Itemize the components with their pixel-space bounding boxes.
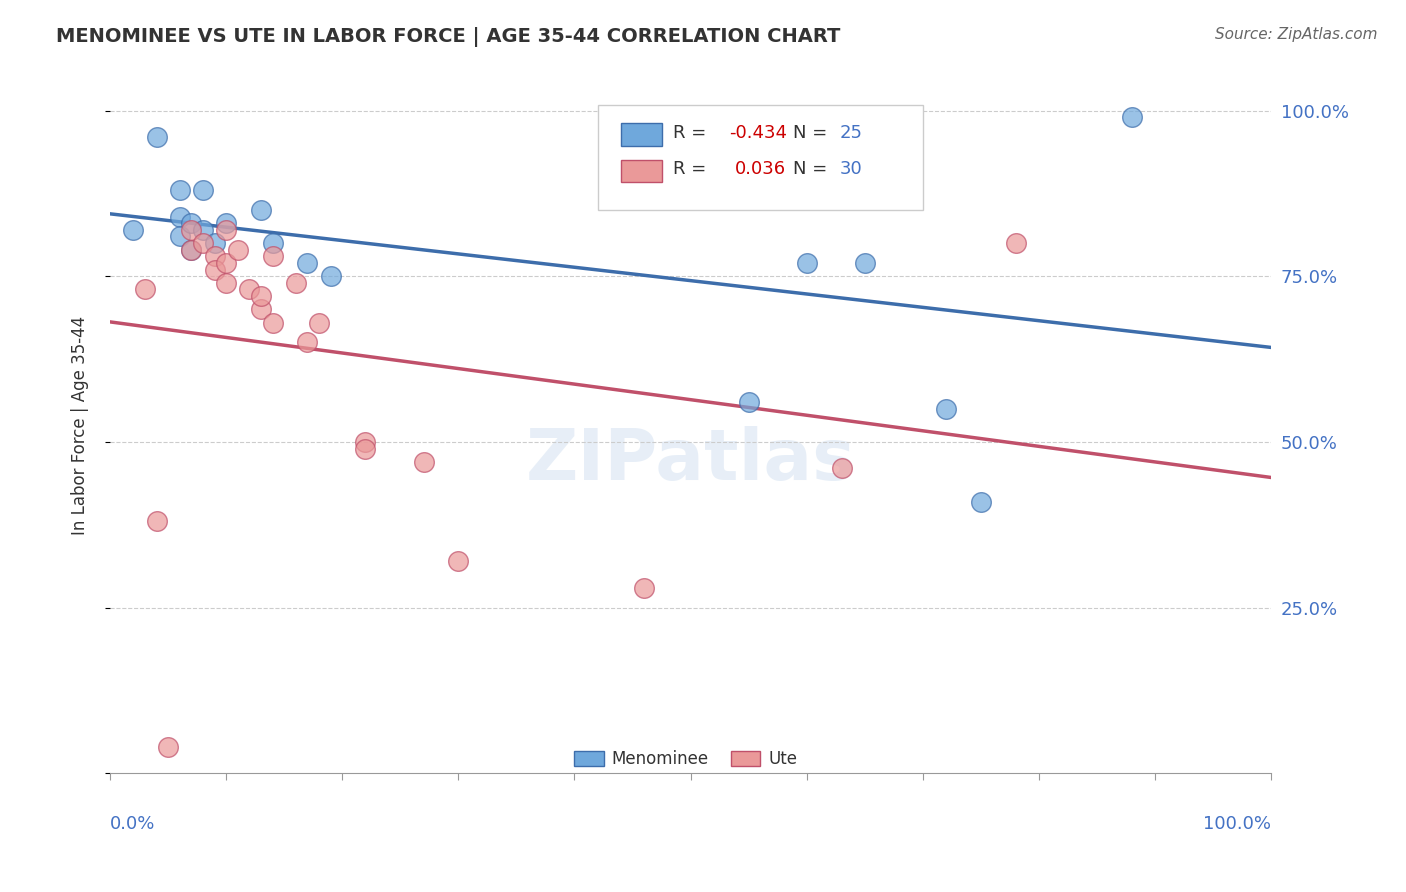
Point bbox=[250, 202, 273, 217]
Point bbox=[250, 302, 273, 317]
Point bbox=[796, 256, 818, 270]
Point bbox=[262, 236, 284, 251]
Point bbox=[412, 455, 434, 469]
FancyBboxPatch shape bbox=[621, 123, 662, 145]
Point bbox=[204, 236, 226, 251]
Point bbox=[226, 243, 249, 257]
FancyBboxPatch shape bbox=[621, 160, 662, 182]
Text: 0.036: 0.036 bbox=[735, 161, 786, 178]
Point bbox=[831, 461, 853, 475]
Point bbox=[215, 223, 238, 237]
FancyBboxPatch shape bbox=[575, 751, 603, 766]
Y-axis label: In Labor Force | Age 35-44: In Labor Force | Age 35-44 bbox=[72, 316, 89, 535]
Point bbox=[157, 739, 180, 754]
Point bbox=[122, 223, 145, 237]
Point bbox=[238, 283, 260, 297]
Point bbox=[191, 223, 214, 237]
Text: N =: N = bbox=[793, 124, 832, 142]
Point bbox=[1121, 110, 1143, 124]
Text: -0.434: -0.434 bbox=[728, 124, 787, 142]
Point bbox=[284, 276, 307, 290]
Point bbox=[180, 216, 202, 230]
Point bbox=[204, 249, 226, 263]
Text: ZIPatlas: ZIPatlas bbox=[526, 425, 856, 494]
Text: Menominee: Menominee bbox=[612, 749, 709, 768]
Point bbox=[204, 262, 226, 277]
Point bbox=[1004, 236, 1026, 251]
Point bbox=[853, 256, 876, 270]
Point bbox=[145, 515, 167, 529]
Text: MENOMINEE VS UTE IN LABOR FORCE | AGE 35-44 CORRELATION CHART: MENOMINEE VS UTE IN LABOR FORCE | AGE 35… bbox=[56, 27, 841, 46]
Point bbox=[169, 229, 191, 244]
Point bbox=[447, 554, 470, 568]
Point bbox=[935, 401, 957, 416]
Point bbox=[215, 216, 238, 230]
Text: Ute: Ute bbox=[768, 749, 797, 768]
Point bbox=[215, 276, 238, 290]
Point bbox=[297, 335, 319, 350]
Point bbox=[180, 243, 202, 257]
FancyBboxPatch shape bbox=[598, 105, 922, 210]
Text: 0.0%: 0.0% bbox=[110, 815, 156, 833]
Point bbox=[737, 190, 759, 204]
Text: 30: 30 bbox=[839, 161, 862, 178]
Point bbox=[169, 210, 191, 224]
Point bbox=[180, 223, 202, 237]
Point bbox=[737, 395, 759, 409]
Point bbox=[354, 442, 377, 456]
Point bbox=[633, 581, 655, 595]
FancyBboxPatch shape bbox=[731, 751, 761, 766]
Point bbox=[250, 289, 273, 303]
Point bbox=[297, 256, 319, 270]
Point bbox=[191, 183, 214, 197]
Point bbox=[145, 130, 167, 145]
Text: R =: R = bbox=[673, 161, 718, 178]
Point bbox=[191, 236, 214, 251]
Point bbox=[215, 256, 238, 270]
Point bbox=[354, 434, 377, 449]
Point bbox=[180, 243, 202, 257]
Text: N =: N = bbox=[793, 161, 832, 178]
Text: 100.0%: 100.0% bbox=[1204, 815, 1271, 833]
Text: R =: R = bbox=[673, 124, 713, 142]
Text: 25: 25 bbox=[839, 124, 862, 142]
Point bbox=[262, 316, 284, 330]
Point bbox=[262, 249, 284, 263]
Point bbox=[134, 283, 156, 297]
Point bbox=[169, 183, 191, 197]
Point bbox=[319, 269, 342, 284]
Point bbox=[970, 494, 993, 508]
Text: Source: ZipAtlas.com: Source: ZipAtlas.com bbox=[1215, 27, 1378, 42]
Point bbox=[308, 316, 330, 330]
